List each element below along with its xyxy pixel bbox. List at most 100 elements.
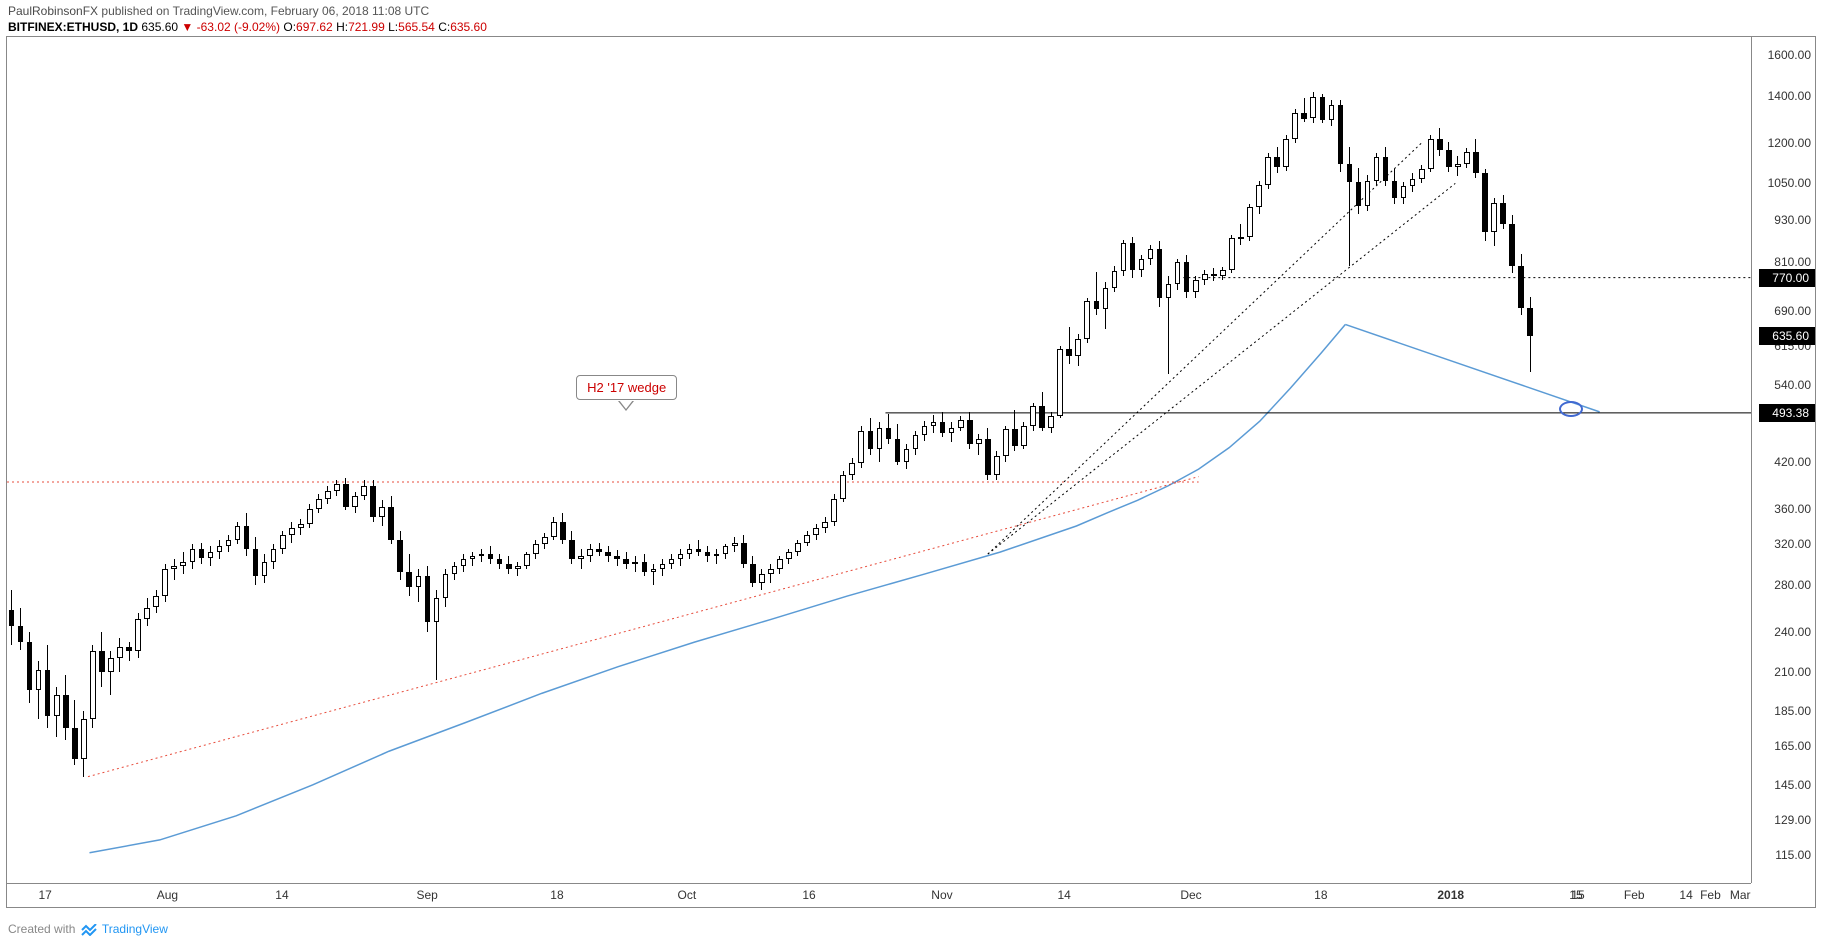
ohlc-low: 565.54 (398, 20, 435, 34)
target-ellipse (1559, 401, 1583, 417)
candle-body (804, 535, 810, 542)
candle-body (506, 564, 512, 569)
candle-body (1148, 249, 1154, 258)
x-tick: 17 (39, 888, 52, 902)
candle-body (1157, 249, 1163, 298)
candle-body (1075, 339, 1081, 356)
candle-body (316, 499, 322, 509)
candle-body (868, 431, 874, 449)
candle-wick (716, 549, 717, 564)
candle-body (1428, 139, 1434, 169)
ohlc-high: 721.99 (348, 20, 385, 34)
candle-wick (1240, 224, 1241, 245)
candle-body (1247, 207, 1253, 237)
candle-body (90, 651, 96, 719)
candle-body (416, 576, 422, 587)
candle-wick (174, 559, 175, 580)
candle-body (280, 535, 286, 549)
candle-wick (698, 540, 699, 556)
candle-body (361, 486, 367, 496)
x-tick: Feb (1700, 888, 1721, 902)
author-name: PaulRobinsonFX (8, 4, 98, 18)
x-tick: Sep (416, 888, 437, 902)
candle-body (479, 554, 485, 556)
candle-body (171, 566, 177, 569)
candle-body (786, 552, 792, 559)
candle-body (1437, 139, 1443, 150)
candle-body (849, 463, 855, 475)
candle-body (985, 439, 991, 475)
y-tick: 280.00 (1774, 578, 1811, 592)
candle-body (1220, 270, 1226, 276)
x-tick: Feb (1624, 888, 1645, 902)
y-axis[interactable]: 1600.001400.001200.001050.00930.00810.00… (1751, 37, 1815, 883)
candle-body (352, 496, 358, 507)
candle-body (813, 528, 819, 535)
candle-body (1193, 280, 1199, 292)
candle-body (1003, 429, 1009, 456)
candle-body (1482, 173, 1488, 231)
down-arrow-icon: ▼ (181, 20, 193, 34)
plot-area[interactable]: H2 '17 wedge (7, 37, 1751, 883)
candle-body (623, 559, 629, 564)
x-tick: Nov (931, 888, 952, 902)
candle-body (795, 543, 801, 553)
candle-body (687, 549, 693, 554)
candle-body (452, 566, 458, 574)
candle-body (397, 540, 403, 573)
candle-body (1256, 185, 1262, 208)
candle-body (560, 522, 566, 540)
change-value: -63.02 (-9.02%) (197, 20, 280, 34)
candle-body (1184, 262, 1190, 292)
candle-body (1292, 113, 1298, 139)
candle-body (605, 552, 611, 556)
candle-body (967, 420, 973, 444)
candle-body (1455, 164, 1461, 167)
candle-body (777, 559, 783, 569)
chart-frame[interactable]: H2 '17 wedge 1600.001400.001200.001050.0… (6, 36, 1816, 908)
tradingview-icon (81, 924, 97, 936)
candle-body (217, 546, 223, 552)
candle-body (596, 549, 602, 552)
x-tick: 2018 (1437, 888, 1464, 902)
candle-body (334, 484, 340, 490)
candle-body (1347, 164, 1353, 182)
x-tick: Oct (678, 888, 697, 902)
candle-body (1021, 426, 1027, 446)
candle-wick (517, 562, 518, 576)
x-axis[interactable]: 17Aug14Sep18Oct16Nov14Dec18201815Feb15Fe… (7, 883, 1751, 907)
candle-body (1112, 271, 1118, 288)
candle-wick (129, 642, 130, 661)
candle-body (1329, 105, 1335, 120)
candle-body (144, 608, 150, 620)
ohlc-close: 635.60 (450, 20, 487, 34)
candle-body (822, 522, 828, 528)
candle-body (9, 610, 15, 626)
candle-body (759, 574, 765, 582)
candle-body (27, 642, 33, 690)
candle-body (135, 619, 141, 651)
price-tag: 770.00 (1759, 269, 1815, 287)
candle-body (669, 559, 675, 564)
candle-body (470, 556, 476, 559)
candle-body (886, 428, 892, 440)
candle-body (940, 422, 946, 432)
candle-body (569, 540, 575, 559)
candle-body (994, 456, 1000, 475)
candle-body (1012, 429, 1018, 446)
candle-body (678, 554, 684, 559)
published-info: published on TradingView.com, February 0… (101, 4, 429, 18)
candle-body (488, 554, 494, 559)
y-tick: 930.00 (1774, 213, 1811, 227)
candle-body (1392, 181, 1398, 199)
candle-body (1229, 238, 1235, 270)
candle-body (325, 491, 331, 499)
candle-body (1527, 308, 1533, 336)
candle-body (524, 554, 530, 566)
candle-body (406, 572, 412, 587)
candle-body (208, 552, 214, 558)
candle-body (976, 439, 982, 444)
candle-body (388, 507, 394, 540)
candle-body (1446, 150, 1452, 167)
candle-wick (1096, 272, 1097, 316)
